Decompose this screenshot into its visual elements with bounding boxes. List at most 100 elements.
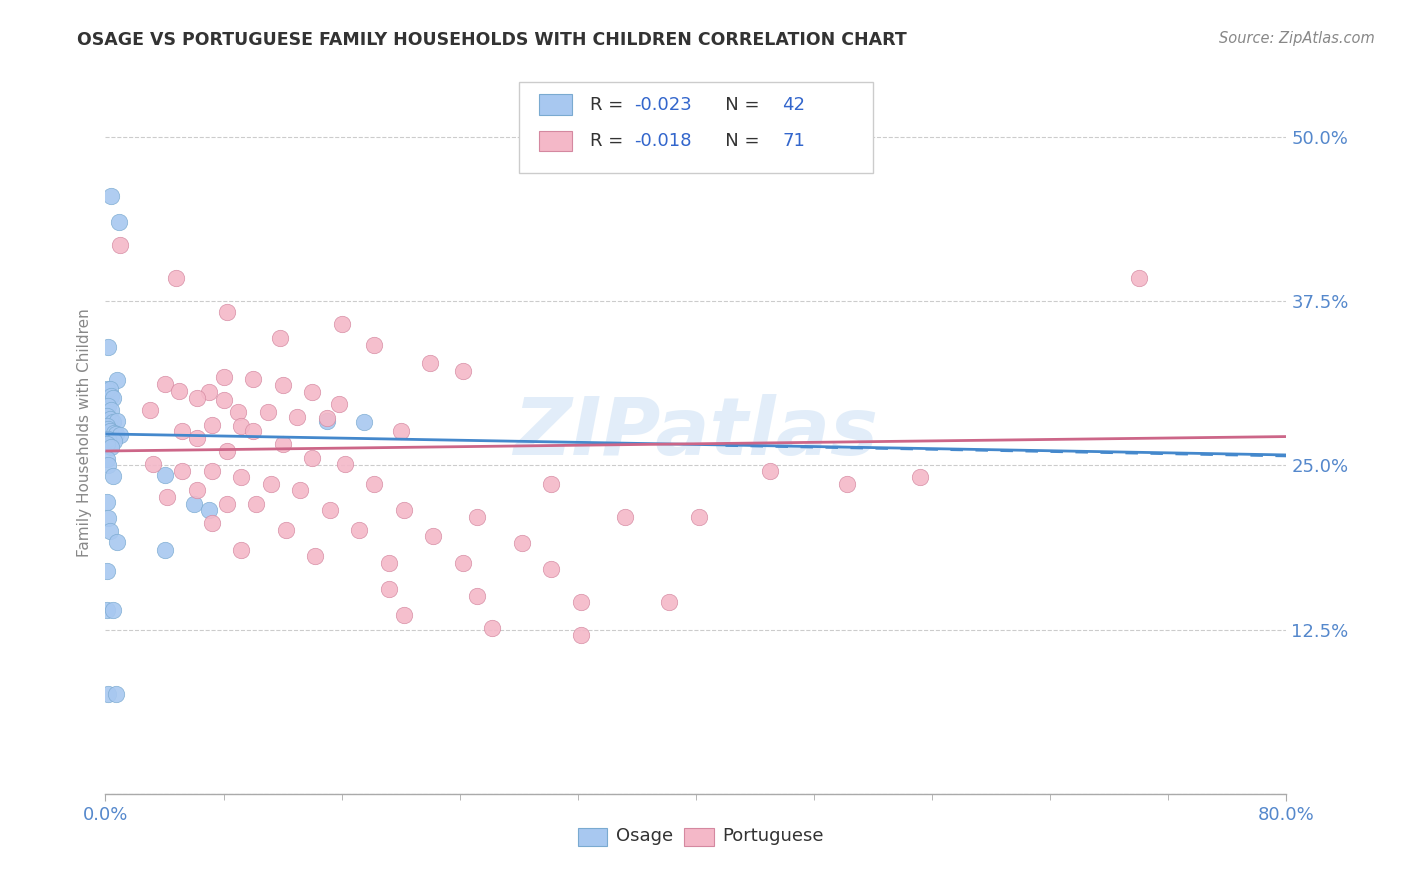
Point bbox=[197, 384, 219, 399]
Point bbox=[614, 509, 637, 524]
Point bbox=[201, 417, 224, 432]
Point bbox=[467, 589, 489, 603]
Point bbox=[97, 422, 120, 436]
Point bbox=[274, 523, 297, 537]
Point bbox=[96, 419, 118, 434]
Point bbox=[569, 628, 592, 642]
FancyBboxPatch shape bbox=[538, 95, 572, 115]
Point bbox=[301, 450, 323, 465]
Text: Portuguese: Portuguese bbox=[721, 827, 824, 845]
Point bbox=[183, 497, 205, 511]
Point bbox=[107, 215, 129, 229]
Point bbox=[759, 464, 782, 478]
Point bbox=[481, 621, 503, 635]
Point bbox=[540, 476, 562, 491]
Point bbox=[153, 377, 176, 392]
Point bbox=[467, 509, 489, 524]
Point bbox=[104, 687, 127, 701]
Point bbox=[100, 389, 122, 403]
Point bbox=[212, 370, 235, 384]
Text: OSAGE VS PORTUGUESE FAMILY HOUSEHOLDS WITH CHILDREN CORRELATION CHART: OSAGE VS PORTUGUESE FAMILY HOUSEHOLDS WI… bbox=[77, 31, 907, 49]
Point bbox=[105, 373, 128, 387]
Point bbox=[197, 503, 219, 517]
Point bbox=[153, 542, 176, 557]
Point bbox=[138, 403, 162, 417]
Point bbox=[688, 509, 710, 524]
Point bbox=[287, 409, 309, 424]
Point bbox=[363, 476, 385, 491]
Point bbox=[100, 440, 122, 454]
Point bbox=[330, 317, 353, 331]
FancyBboxPatch shape bbox=[685, 828, 714, 846]
Point bbox=[231, 542, 253, 557]
Point bbox=[98, 412, 121, 426]
Point bbox=[186, 483, 208, 498]
Point bbox=[910, 470, 932, 484]
Point bbox=[142, 457, 165, 471]
Point bbox=[290, 483, 312, 498]
Point bbox=[510, 536, 533, 550]
Point bbox=[319, 503, 342, 517]
Point bbox=[105, 534, 128, 549]
Point bbox=[169, 384, 191, 398]
Point bbox=[96, 495, 118, 509]
Text: ZIPatlas: ZIPatlas bbox=[513, 393, 879, 472]
Point bbox=[392, 608, 415, 623]
Point bbox=[97, 511, 120, 525]
Point bbox=[172, 425, 194, 439]
Point bbox=[245, 497, 267, 511]
Point bbox=[98, 425, 121, 439]
Point bbox=[389, 425, 412, 439]
Point bbox=[271, 437, 294, 451]
FancyBboxPatch shape bbox=[578, 828, 607, 846]
Text: Source: ZipAtlas.com: Source: ZipAtlas.com bbox=[1219, 31, 1375, 46]
Text: -0.023: -0.023 bbox=[634, 95, 692, 113]
Point bbox=[353, 415, 375, 429]
Point bbox=[103, 425, 125, 440]
Text: R =: R = bbox=[589, 95, 628, 113]
Point bbox=[328, 397, 350, 411]
Point bbox=[569, 595, 592, 609]
Text: 71: 71 bbox=[782, 132, 806, 150]
FancyBboxPatch shape bbox=[538, 130, 572, 151]
Point bbox=[96, 409, 118, 423]
Point bbox=[378, 556, 401, 570]
Point bbox=[658, 595, 681, 609]
Point bbox=[98, 382, 121, 396]
Point bbox=[201, 516, 224, 531]
Text: 42: 42 bbox=[782, 95, 806, 113]
Point bbox=[96, 382, 118, 396]
Text: R =: R = bbox=[589, 132, 628, 150]
Point bbox=[271, 378, 294, 392]
Point bbox=[96, 437, 118, 451]
Point bbox=[97, 687, 120, 701]
Point bbox=[231, 419, 253, 434]
Point bbox=[260, 476, 283, 491]
Point bbox=[101, 603, 124, 617]
Point bbox=[104, 426, 127, 441]
Point bbox=[96, 603, 118, 617]
Point bbox=[451, 364, 474, 378]
Point bbox=[301, 384, 323, 399]
Point bbox=[153, 467, 176, 482]
Point bbox=[215, 444, 238, 458]
Point bbox=[97, 432, 120, 446]
Point bbox=[363, 337, 385, 351]
Point bbox=[97, 340, 120, 354]
Point bbox=[101, 469, 124, 483]
Point bbox=[201, 464, 224, 478]
Point bbox=[231, 470, 253, 484]
Point bbox=[186, 392, 208, 406]
Point bbox=[257, 404, 280, 418]
Point bbox=[392, 503, 415, 517]
Point bbox=[304, 549, 326, 563]
Point bbox=[97, 458, 120, 473]
Point bbox=[101, 415, 124, 429]
Point bbox=[333, 457, 356, 471]
Point bbox=[97, 400, 120, 414]
Point bbox=[186, 431, 208, 445]
Point bbox=[100, 403, 122, 417]
Point bbox=[540, 562, 562, 576]
Point bbox=[105, 414, 128, 428]
Point bbox=[101, 392, 124, 406]
